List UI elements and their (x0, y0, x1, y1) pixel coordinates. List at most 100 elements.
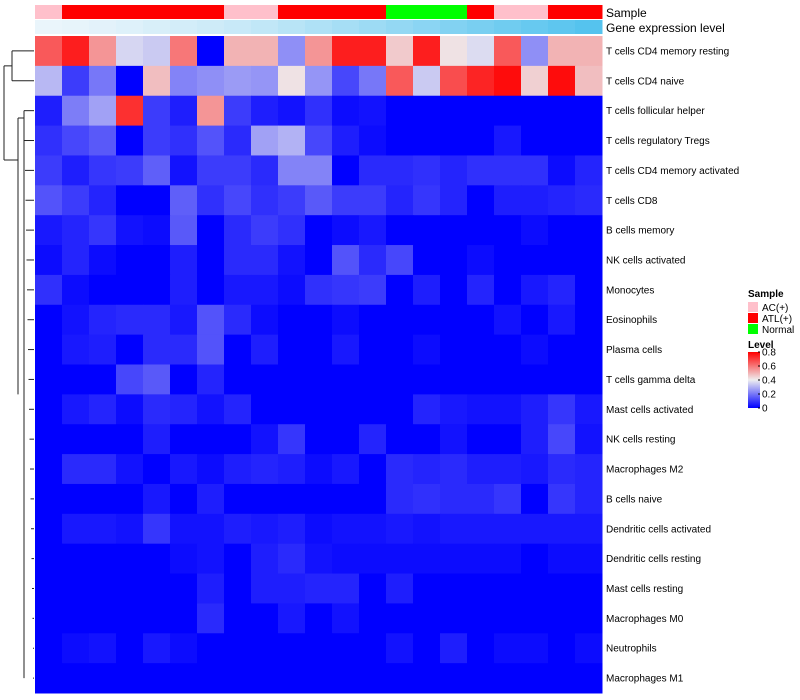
heatmap-cell (386, 65, 414, 97)
heatmap-cell (170, 424, 198, 455)
heatmap-cell (251, 603, 279, 634)
row-label: T cells regulatory Tregs (606, 136, 710, 147)
heatmap-cell (494, 215, 522, 246)
heatmap-cell (467, 95, 495, 127)
heatmap-cell (494, 274, 522, 306)
heatmap-cell (305, 424, 333, 455)
heatmap-cell (35, 483, 63, 515)
heatmap-cell (386, 364, 414, 395)
heatmap-cell (116, 603, 144, 634)
heatmap-cell (494, 424, 522, 455)
heatmap-cell (62, 36, 90, 67)
heatmap-cell (35, 274, 63, 306)
expression-annotation-cell (143, 20, 171, 34)
heatmap-cell (143, 513, 171, 545)
heatmap-cell (62, 573, 90, 604)
heatmap-cell (143, 245, 171, 276)
heatmap-cell (359, 454, 387, 485)
heatmap-cell (305, 274, 333, 306)
heatmap-cell (62, 513, 90, 545)
heatmap-cell (35, 573, 63, 604)
heatmap-cell (170, 304, 198, 336)
heatmap-cell (116, 454, 144, 485)
heatmap-cell (89, 364, 117, 395)
heatmap-cell (332, 454, 360, 485)
heatmap-cell (494, 304, 522, 336)
heatmap-cell (197, 36, 225, 67)
sample-annotation-cell (332, 5, 360, 19)
heatmap-cell (278, 245, 306, 276)
heatmap-cell (494, 513, 522, 545)
heatmap-cell (89, 394, 117, 425)
heatmap-cell (305, 215, 333, 246)
heatmap-cell (89, 125, 117, 156)
expression-annotation-cell (251, 20, 279, 34)
heatmap-cell (89, 334, 117, 365)
row-dendrogram (3, 50, 34, 679)
expression-annotation-cell (494, 20, 522, 34)
heatmap-cell (170, 394, 198, 425)
heatmap-cell (359, 185, 387, 216)
heatmap-cell (521, 95, 549, 127)
heatmap-cell (62, 663, 90, 694)
legend-group-label: Normal (762, 325, 794, 336)
heatmap-cell (521, 573, 549, 604)
heatmap-cell (89, 155, 117, 186)
heatmap-cell (170, 36, 198, 67)
heatmap-cell (170, 543, 198, 575)
heatmap-cell (278, 95, 306, 127)
heatmap-cell (386, 603, 414, 634)
heatmap-cell (224, 65, 252, 97)
heatmap-cell (251, 245, 279, 276)
heatmap-cell (521, 185, 549, 216)
heatmap-cell (35, 185, 63, 216)
sample-annotation-cell (224, 5, 252, 19)
heatmap-cell (440, 304, 468, 336)
heatmap-cell (197, 155, 225, 186)
heatmap-cell (467, 394, 495, 425)
heatmap-cell (251, 95, 279, 127)
heatmap-cell (278, 274, 306, 306)
heatmap-cell (305, 65, 333, 97)
heatmap-cell (116, 65, 144, 97)
heatmap-cell (116, 95, 144, 127)
heatmap-cell (548, 155, 576, 186)
heatmap-cell (521, 364, 549, 395)
heatmap-cell (143, 215, 171, 246)
heatmap-cell (521, 454, 549, 485)
heatmap-cell (521, 245, 549, 276)
heatmap-cell (62, 454, 90, 485)
heatmap-cell (386, 215, 414, 246)
row-label: Mast cells resting (606, 584, 683, 595)
heatmap-cell (440, 274, 468, 306)
heatmap-cell (494, 125, 522, 156)
row-label: B cells memory (606, 226, 674, 237)
heatmap-cell (170, 454, 198, 485)
heatmap-cell (494, 65, 522, 97)
heatmap-cell (197, 663, 225, 694)
heatmap-cell (521, 394, 549, 425)
heatmap-cell (359, 603, 387, 634)
heatmap-cell (521, 543, 549, 575)
heatmap-cell (305, 95, 333, 127)
heatmap-cell (413, 364, 441, 395)
heatmap-cell (575, 274, 603, 306)
sample-annotation-cell (305, 5, 333, 19)
heatmap-cell (251, 185, 279, 216)
heatmap-cell (62, 95, 90, 127)
heatmap-cell (494, 543, 522, 575)
heatmap-cell (116, 483, 144, 515)
row-label: Neutrophils (606, 644, 657, 655)
heatmap-cell (548, 454, 576, 485)
heatmap-cell (116, 334, 144, 365)
heatmap-cell (197, 424, 225, 455)
heatmap-cell (467, 603, 495, 634)
heatmap-cell (35, 155, 63, 186)
heatmap-cell (278, 483, 306, 515)
heatmap-cell (251, 36, 279, 67)
heatmap-cell (521, 424, 549, 455)
row-label: Monocytes (606, 285, 654, 296)
heatmap-cell (170, 245, 198, 276)
heatmap-cell (62, 155, 90, 186)
heatmap-cell (224, 334, 252, 365)
